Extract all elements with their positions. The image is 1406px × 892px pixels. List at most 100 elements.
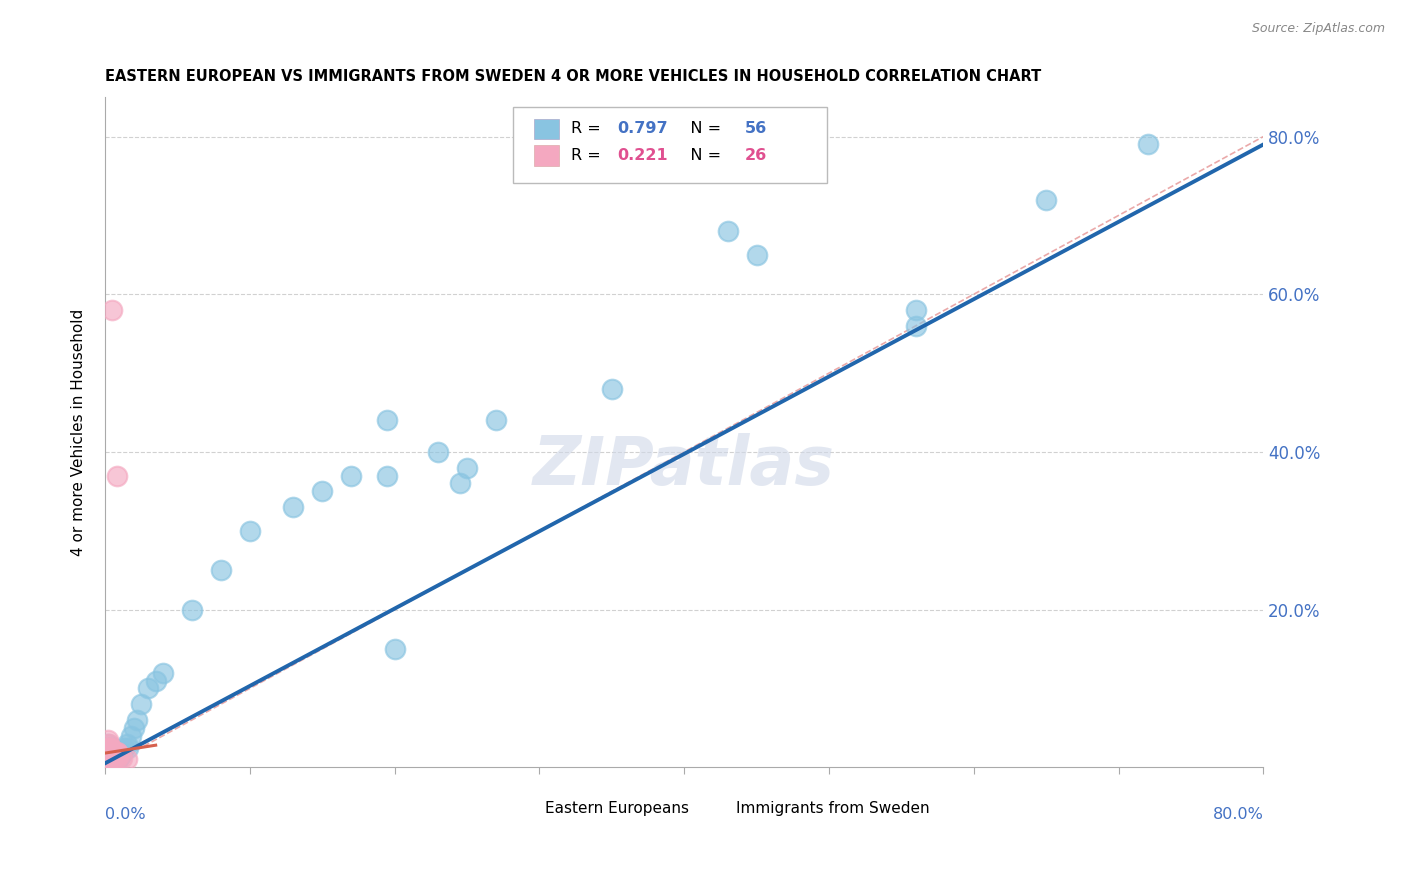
Text: 80.0%: 80.0% [1212, 807, 1264, 822]
Point [103, 746, 125, 760]
Point [100, 751, 122, 765]
Point [107, 748, 129, 763]
Point [97, 751, 120, 765]
Point [100, 747, 122, 762]
Point [98, 748, 121, 763]
Point [100, 754, 122, 768]
Point [101, 303, 124, 318]
Text: N =: N = [675, 148, 725, 163]
Point [105, 747, 128, 762]
Point [340, 468, 363, 483]
Text: N =: N = [675, 121, 725, 136]
Point [97, 743, 120, 757]
Point [125, 713, 148, 727]
Point [239, 524, 262, 538]
Point [98, 737, 121, 751]
Point [97, 740, 120, 755]
Point [97, 754, 120, 768]
Text: 0.221: 0.221 [617, 148, 668, 163]
Point [104, 746, 127, 760]
Point [100, 740, 122, 755]
Point [108, 748, 131, 763]
FancyBboxPatch shape [702, 801, 727, 818]
Point [384, 642, 406, 657]
FancyBboxPatch shape [510, 801, 536, 818]
Point [120, 729, 142, 743]
Point [145, 673, 167, 688]
Point [96, 748, 118, 763]
Point [600, 382, 623, 396]
Point [101, 748, 124, 763]
Point [105, 743, 128, 757]
Point [101, 740, 124, 755]
Point [209, 563, 232, 577]
Point [98, 752, 121, 766]
Point [283, 500, 305, 515]
Point [105, 744, 128, 758]
Point [98, 744, 121, 758]
Point [904, 318, 927, 333]
Point [108, 751, 131, 765]
Point [96, 748, 118, 763]
Point [117, 740, 139, 755]
Point [98, 752, 121, 766]
Point [115, 752, 138, 766]
Point [107, 746, 129, 760]
Point [122, 721, 145, 735]
Text: EASTERN EUROPEAN VS IMMIGRANTS FROM SWEDEN 4 OR MORE VEHICLES IN HOUSEHOLD CORRE: EASTERN EUROPEAN VS IMMIGRANTS FROM SWED… [105, 69, 1042, 84]
Point [104, 752, 127, 766]
Point [97, 732, 120, 747]
Point [97, 746, 120, 760]
Point [180, 602, 202, 616]
Text: Source: ZipAtlas.com: Source: ZipAtlas.com [1251, 22, 1385, 36]
Point [107, 752, 129, 766]
Point [100, 744, 122, 758]
FancyBboxPatch shape [534, 119, 560, 139]
Point [105, 751, 128, 765]
Point [97, 751, 120, 765]
Point [1136, 137, 1159, 152]
Point [115, 737, 138, 751]
Text: R =: R = [571, 121, 606, 136]
Point [101, 752, 124, 766]
Text: 26: 26 [744, 148, 766, 163]
Point [104, 744, 127, 758]
Point [96, 744, 118, 758]
Point [96, 752, 118, 766]
Text: Immigrants from Sweden: Immigrants from Sweden [737, 801, 929, 816]
Text: Eastern Europeans: Eastern Europeans [546, 801, 689, 816]
Point [103, 748, 125, 763]
Point [98, 746, 121, 760]
Point [1035, 193, 1057, 207]
Point [375, 413, 398, 427]
Point [152, 665, 174, 680]
Text: 0.797: 0.797 [617, 121, 668, 136]
Point [98, 740, 121, 755]
Point [100, 751, 122, 765]
Point [456, 460, 478, 475]
Point [449, 476, 471, 491]
Point [103, 744, 125, 758]
Point [129, 697, 152, 711]
Point [100, 744, 122, 758]
Text: 56: 56 [744, 121, 766, 136]
Point [96, 752, 118, 766]
Point [101, 752, 124, 766]
Point [138, 681, 160, 696]
Y-axis label: 4 or more Vehicles in Household: 4 or more Vehicles in Household [72, 309, 86, 556]
Point [97, 737, 120, 751]
Point [101, 743, 124, 757]
Point [111, 746, 134, 760]
Point [485, 413, 508, 427]
Point [103, 751, 125, 765]
Point [105, 751, 128, 765]
Text: 0.0%: 0.0% [105, 807, 146, 822]
Point [98, 740, 121, 755]
Point [97, 754, 120, 768]
Point [105, 468, 128, 483]
FancyBboxPatch shape [534, 145, 560, 166]
Point [101, 748, 124, 763]
Point [716, 224, 738, 238]
Point [745, 248, 768, 262]
Point [427, 445, 450, 459]
